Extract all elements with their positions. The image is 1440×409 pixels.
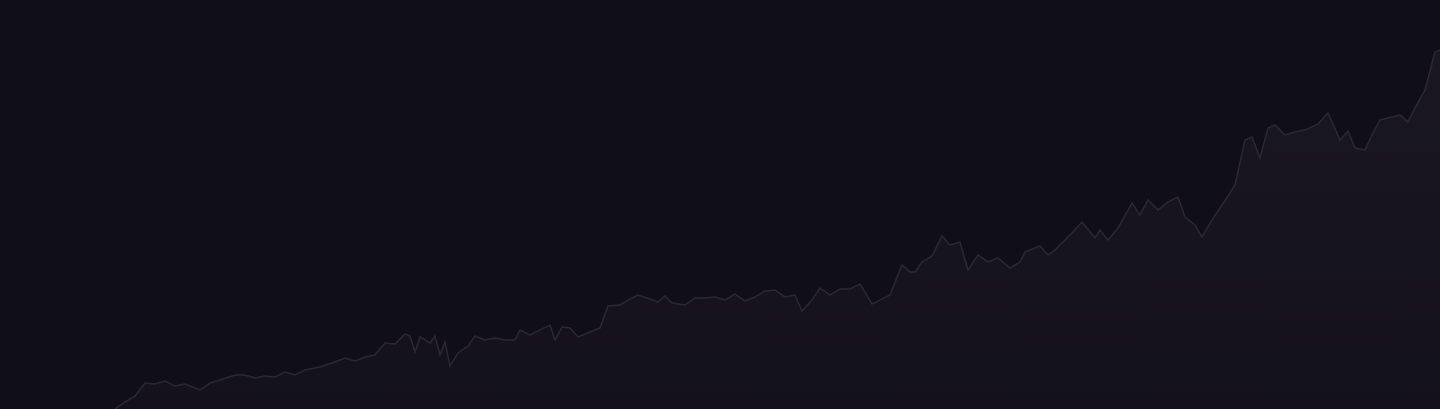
area-fill [115, 50, 1440, 409]
area-line [114, 49, 1440, 409]
